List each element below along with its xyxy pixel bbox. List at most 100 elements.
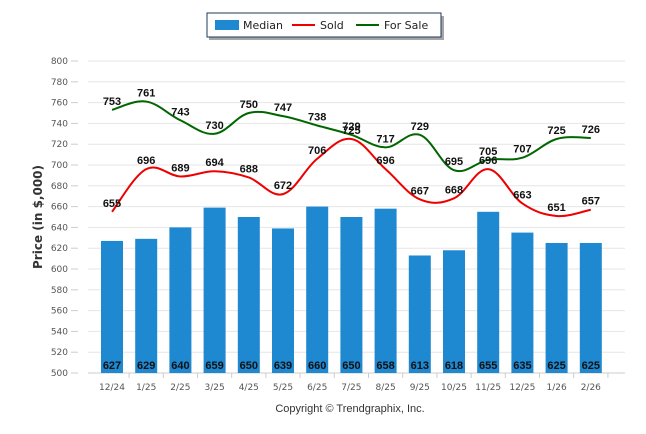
bar-median bbox=[374, 208, 397, 373]
bar-median bbox=[408, 255, 431, 373]
data-label-sold: 651 bbox=[547, 202, 565, 214]
data-label-for-sale: 695 bbox=[445, 156, 463, 168]
bar-median bbox=[237, 217, 260, 373]
bar-median bbox=[203, 207, 226, 373]
data-label-sold: 725 bbox=[342, 125, 360, 137]
lines bbox=[111, 100, 592, 218]
y-tick-label: 680 bbox=[51, 182, 68, 192]
y-tick-label: 560 bbox=[51, 307, 68, 317]
x-tick-label: 2/25 bbox=[170, 383, 190, 393]
bar-median bbox=[272, 228, 294, 373]
y-tick-label: 540 bbox=[51, 327, 68, 337]
data-label-for-sale: 743 bbox=[171, 106, 189, 118]
data-label-median: 660 bbox=[308, 360, 326, 372]
legend: Median Sold For Sale bbox=[206, 12, 444, 40]
data-label-sold: 696 bbox=[137, 155, 155, 167]
y-tick-label: 780 bbox=[51, 78, 68, 88]
data-label-for-sale: 750 bbox=[240, 99, 258, 111]
y-tick-label: 520 bbox=[51, 348, 68, 358]
data-label-median: 625 bbox=[547, 360, 565, 372]
data-label-median: 658 bbox=[376, 360, 394, 372]
legend-swatch-median bbox=[215, 20, 239, 30]
data-label-median: 650 bbox=[240, 360, 258, 372]
bar-median bbox=[101, 240, 123, 373]
bar-median bbox=[477, 211, 500, 373]
bars-median bbox=[101, 206, 602, 373]
data-label-median: 627 bbox=[103, 360, 121, 372]
x-tick-label: 10/25 bbox=[441, 383, 467, 393]
data-label-for-sale: 705 bbox=[479, 146, 497, 158]
data-label-median: 613 bbox=[411, 360, 429, 372]
data-label-sold: 657 bbox=[582, 196, 600, 208]
data-label-for-sale: 761 bbox=[137, 88, 155, 100]
legend-label-for-sale: For Sale bbox=[384, 19, 428, 32]
x-axis-ticks: 12/24 1/25 2/25 3/25 4/25 5/25 6/25 7/25 8/25 9/2… bbox=[99, 373, 609, 393]
x-tick-label: 4/25 bbox=[239, 383, 259, 393]
data-label-median: 635 bbox=[513, 360, 531, 372]
x-tick-label: 2/26 bbox=[581, 383, 601, 393]
bar-median bbox=[135, 238, 158, 373]
line-for-sale bbox=[111, 100, 591, 173]
data-label-median: 640 bbox=[171, 360, 189, 372]
legend-label-sold: Sold bbox=[320, 19, 344, 32]
legend-label-median: Median bbox=[243, 19, 283, 32]
data-label-median: 639 bbox=[274, 360, 292, 372]
x-tick-label: 1/26 bbox=[546, 383, 566, 393]
data-label-median: 655 bbox=[479, 360, 497, 372]
data-label-for-sale: 753 bbox=[103, 96, 121, 108]
data-label-sold: 694 bbox=[205, 157, 224, 169]
bar-median bbox=[169, 227, 192, 373]
y-tick-label: 700 bbox=[51, 161, 68, 171]
data-label-median: 650 bbox=[342, 360, 360, 372]
x-tick-label: 5/25 bbox=[273, 383, 293, 393]
data-label-for-sale: 738 bbox=[308, 111, 326, 123]
bar-median bbox=[340, 217, 363, 373]
data-label-sold: 689 bbox=[171, 162, 189, 174]
y-axis-label: Price (in $,000) bbox=[31, 165, 45, 269]
data-label-median: 618 bbox=[445, 360, 463, 372]
y-tick-label: 760 bbox=[51, 99, 68, 109]
bar-median bbox=[511, 232, 534, 373]
data-label-for-sale: 717 bbox=[376, 133, 394, 145]
data-label-sold: 655 bbox=[103, 198, 121, 210]
data-label-median: 629 bbox=[137, 360, 155, 372]
x-tick-label: 3/25 bbox=[204, 383, 224, 393]
copyright: Copyright © Trendgraphix, Inc. bbox=[275, 403, 424, 415]
x-tick-label: 6/25 bbox=[307, 383, 327, 393]
data-label-for-sale: 726 bbox=[582, 124, 600, 136]
y-tick-label: 640 bbox=[51, 223, 68, 233]
data-label-sold: 663 bbox=[513, 189, 531, 201]
bar-median bbox=[545, 243, 568, 373]
x-tick-label: 12/25 bbox=[509, 383, 535, 393]
data-label-median: 625 bbox=[582, 360, 600, 372]
y-tick-label: 500 bbox=[51, 369, 68, 379]
line-sold bbox=[111, 137, 592, 218]
bar-median bbox=[306, 206, 329, 373]
data-label-for-sale: 725 bbox=[547, 125, 565, 137]
x-tick-label: 1/25 bbox=[136, 383, 156, 393]
data-label-sold: 696 bbox=[479, 155, 497, 167]
data-label-for-sale: 747 bbox=[274, 102, 292, 114]
y-tick-label: 800 bbox=[51, 57, 68, 67]
x-tick-label: 8/25 bbox=[375, 383, 395, 393]
x-tick-label: 9/25 bbox=[410, 383, 430, 393]
data-label-for-sale: 707 bbox=[513, 144, 531, 156]
bar-median bbox=[443, 250, 465, 373]
y-tick-label: 620 bbox=[51, 244, 68, 254]
y-tick-label: 740 bbox=[51, 119, 68, 129]
data-label-sold: 672 bbox=[274, 180, 292, 192]
y-tick-label: 660 bbox=[51, 203, 68, 213]
bar-median bbox=[579, 243, 602, 373]
data-label-for-sale: 729 bbox=[411, 121, 429, 133]
y-tick-label: 720 bbox=[51, 140, 68, 150]
data-label-for-sale: 729 bbox=[342, 121, 360, 133]
y-tick-label: 580 bbox=[51, 286, 68, 296]
y-axis-ticks: 500 520 540 560 580 600 620 640 660 680 700 720 740 7… bbox=[51, 57, 78, 379]
x-tick-label: 7/25 bbox=[341, 383, 361, 393]
data-label-median: 659 bbox=[205, 360, 223, 372]
y-tick-label: 600 bbox=[51, 265, 68, 275]
data-label-for-sale: 730 bbox=[205, 120, 223, 132]
data-label-sold: 667 bbox=[411, 185, 429, 197]
data-label-sold: 696 bbox=[376, 155, 394, 167]
